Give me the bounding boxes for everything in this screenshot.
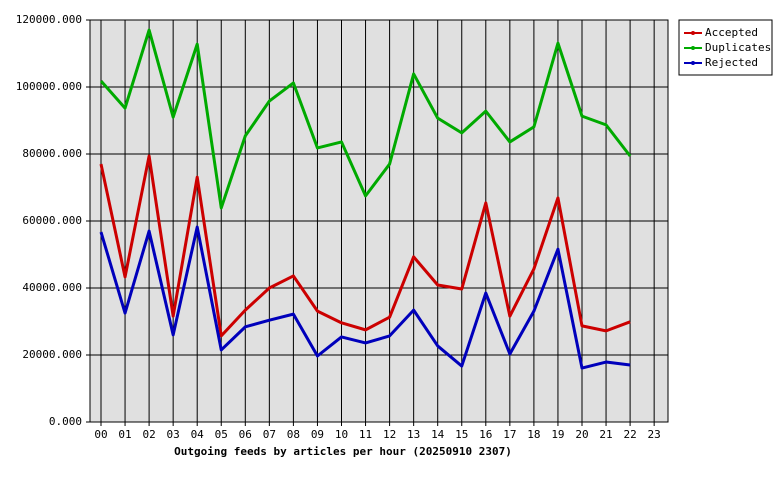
legend-marker xyxy=(691,46,695,50)
x-tick-label: 01 xyxy=(118,428,131,441)
x-axis-label: Outgoing feeds by articles per hour (202… xyxy=(174,445,512,458)
x-tick-label: 04 xyxy=(191,428,205,441)
x-tick-label: 11 xyxy=(359,428,372,441)
x-tick-label: 20 xyxy=(575,428,588,441)
x-tick-label: 00 xyxy=(94,428,107,441)
x-tick-label: 02 xyxy=(142,428,155,441)
x-tick-label: 17 xyxy=(503,428,516,441)
y-tick-label: 0.000 xyxy=(49,415,82,428)
x-tick-label: 06 xyxy=(239,428,252,441)
y-tick-label: 120000.000 xyxy=(16,13,82,26)
y-tick-label: 100000.000 xyxy=(16,80,82,93)
x-tick-label: 07 xyxy=(263,428,276,441)
x-tick-label: 23 xyxy=(648,428,661,441)
legend-label: Accepted xyxy=(705,26,758,39)
legend-label: Duplicates xyxy=(705,41,771,54)
legend-marker xyxy=(691,31,695,35)
x-tick-label: 09 xyxy=(311,428,324,441)
plot-border xyxy=(89,19,669,423)
legend-marker xyxy=(691,61,695,65)
series-line xyxy=(99,28,632,210)
x-tick-label: 21 xyxy=(599,428,612,441)
x-tick-label: 12 xyxy=(383,428,396,441)
y-tick-label: 40000.000 xyxy=(22,281,82,294)
x-tick-label: 22 xyxy=(623,428,636,441)
x-tick-label: 08 xyxy=(287,428,300,441)
x-tick-label: 13 xyxy=(407,428,420,441)
x-tick-label: 19 xyxy=(551,428,564,441)
y-tick-label: 80000.000 xyxy=(22,147,82,160)
y-tick-label: 60000.000 xyxy=(22,214,82,227)
series-line xyxy=(99,225,631,370)
x-tick-label: 05 xyxy=(215,428,228,441)
y-tick-label: 20000.000 xyxy=(22,348,82,361)
x-tick-label: 18 xyxy=(527,428,540,441)
x-tick-label: 03 xyxy=(167,428,180,441)
x-tick-label: 15 xyxy=(455,428,468,441)
x-tick-label: 14 xyxy=(431,428,445,441)
x-tick-label: 10 xyxy=(335,428,348,441)
series-line xyxy=(99,154,631,338)
x-tick-label: 16 xyxy=(479,428,492,441)
legend-label: Rejected xyxy=(705,56,758,69)
